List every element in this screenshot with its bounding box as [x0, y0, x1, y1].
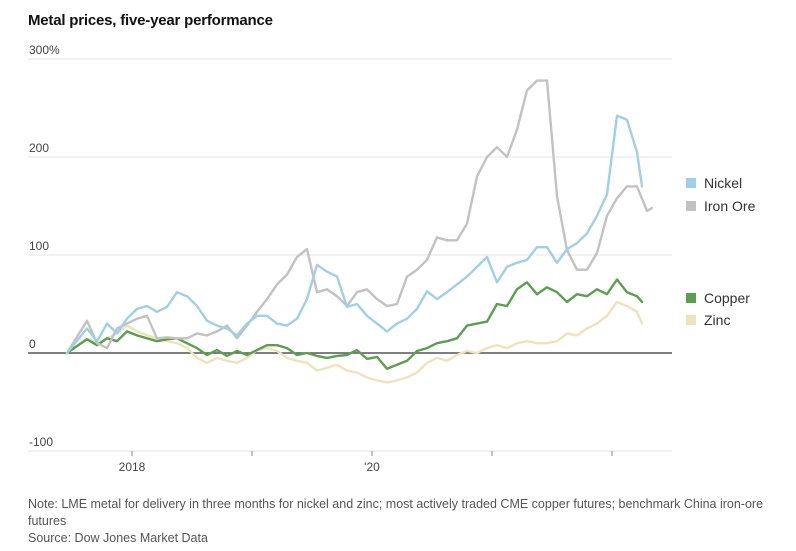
legend-swatch-nickel — [686, 178, 696, 188]
series-line-iron-ore — [65, 79, 654, 355]
footnote: Note: LME metal for delivery in three mo… — [28, 497, 764, 528]
legend-label-iron-ore: Iron Ore — [704, 198, 756, 214]
chart-notes: Note: LME metal for delivery in three mo… — [28, 496, 778, 547]
legend-label-zinc: Zinc — [704, 312, 730, 328]
source-note: Source: Dow Jones Market Data — [28, 531, 208, 545]
y-tick-label: 100 — [29, 239, 49, 253]
legend-swatch-zinc — [686, 315, 696, 325]
legend-swatch-copper — [686, 293, 696, 303]
y-tick-label: 300% — [29, 43, 60, 57]
legend-label-nickel: Nickel — [704, 175, 742, 191]
y-tick-label: 200 — [29, 141, 49, 155]
chart-title: Metal prices, five-year performance — [28, 12, 273, 29]
series-line-zinc — [65, 300, 644, 384]
y-tick-label: 0 — [29, 337, 36, 351]
x-tick-label: '20 — [364, 460, 380, 474]
legend-label-copper: Copper — [704, 290, 750, 306]
y-tick-label: -100 — [29, 435, 53, 449]
series-line-nickel — [65, 114, 644, 355]
legend-swatch-iron-ore — [686, 201, 696, 211]
x-tick-label: 2018 — [119, 460, 146, 474]
series-line-copper — [65, 278, 644, 370]
